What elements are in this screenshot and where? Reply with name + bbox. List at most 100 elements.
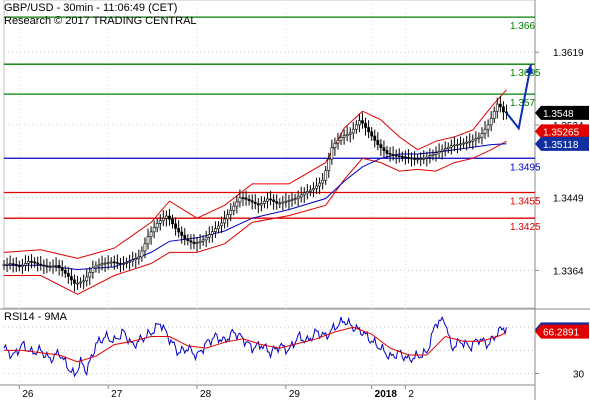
candle-body (60, 267, 64, 271)
candle-body (238, 197, 242, 203)
candle-body (134, 258, 138, 261)
candle-body (94, 265, 98, 269)
x-tick-label: 26 (22, 389, 34, 400)
bollinger-lower-line (4, 140, 507, 295)
candle-body (73, 279, 76, 284)
candle-body (266, 198, 269, 202)
candle-body (502, 106, 505, 113)
x-tick-label: 29 (289, 389, 301, 400)
candle-body (410, 157, 413, 160)
candle-body (449, 145, 453, 148)
candle-body (42, 264, 46, 267)
candle-body (388, 153, 392, 155)
candle-body (207, 234, 211, 238)
candle-body (275, 201, 279, 204)
rsi-ma-line (4, 326, 507, 363)
y-tick-label: 1.3619 (553, 48, 584, 59)
candle-body (290, 199, 294, 201)
candle-body (339, 137, 343, 141)
candle-body (164, 215, 168, 219)
candle-body (48, 266, 52, 268)
candle-body (250, 200, 254, 203)
candle-body (183, 235, 187, 240)
candle-body (143, 243, 147, 252)
candle-body (480, 133, 484, 138)
candle-body (367, 127, 371, 133)
candle-body (422, 158, 426, 160)
candle-body (498, 103, 502, 108)
forecast-arrow-line (505, 64, 532, 131)
candle-body (477, 136, 481, 139)
candle-body (14, 264, 18, 266)
candle-body (223, 218, 227, 224)
candle-body (272, 199, 276, 202)
candle-body (122, 263, 125, 265)
candle-body (321, 179, 325, 184)
candle-body (168, 215, 171, 220)
candle-body (361, 120, 364, 124)
candle-body (434, 152, 438, 155)
candle-body (11, 263, 15, 265)
candle-body (364, 122, 367, 128)
rsi-ma-value-badge-label: 66.2891 (543, 328, 580, 339)
candle-body (39, 263, 43, 266)
candle-body (348, 132, 352, 135)
candle-body (263, 200, 266, 204)
candle-body (342, 135, 346, 138)
y-tick-label: 1.3364 (553, 266, 584, 277)
chart-title: GBP/USD - 30min - 11:06:49 (CET) (4, 2, 178, 14)
candle-body (437, 151, 441, 154)
candle-body (33, 261, 37, 264)
candle-body (155, 223, 159, 228)
candle-body (103, 262, 107, 265)
candle-body (456, 144, 459, 146)
candle-body (204, 236, 208, 241)
candle-body (88, 272, 92, 278)
level-label: 1.3425 (510, 222, 541, 233)
candle-body (315, 185, 318, 189)
candle-body (146, 236, 150, 245)
candle-body (217, 225, 220, 230)
rsi-title: RSI14 - 9MA (4, 311, 67, 323)
candle-body (305, 191, 309, 194)
candle-body (195, 242, 199, 244)
candle-body (440, 149, 444, 152)
candle-body (149, 231, 153, 238)
candle-body (97, 264, 101, 267)
candle-body (210, 231, 214, 235)
candle-body (214, 228, 217, 232)
candle-body (177, 228, 181, 233)
candle-body (373, 135, 377, 141)
candle-body (30, 261, 33, 263)
candle-body (241, 197, 245, 199)
candle-body (152, 227, 156, 233)
candle-body (229, 210, 233, 216)
candle-body (269, 198, 272, 201)
candle-body (345, 134, 349, 137)
candle-body (397, 155, 401, 157)
candle-body (256, 203, 260, 206)
candle-body (403, 156, 407, 159)
candle-body (20, 265, 24, 268)
candle-body (109, 261, 113, 264)
candle-body (247, 199, 251, 202)
candle-body (281, 201, 285, 204)
candle-body (140, 250, 144, 258)
candle-body (131, 259, 135, 262)
rsi-ma-value-badge-box (535, 324, 589, 339)
candle-body (24, 263, 27, 266)
candle-body (354, 124, 358, 130)
bollinger-value-badge-box (535, 124, 589, 139)
candle-body (443, 148, 447, 151)
candle-body (137, 256, 141, 259)
chart-copyright: Research © 2017 TRADING CENTRAL (4, 15, 197, 27)
rsi-line (3, 316, 507, 378)
x-tick-label: 27 (111, 389, 123, 400)
candle-body (425, 156, 429, 159)
ma-value-badge-box (535, 136, 589, 151)
bollinger-upper-line (3, 89, 507, 259)
candle-body (189, 240, 193, 243)
candle-body (186, 238, 190, 241)
candle-body (394, 154, 398, 157)
